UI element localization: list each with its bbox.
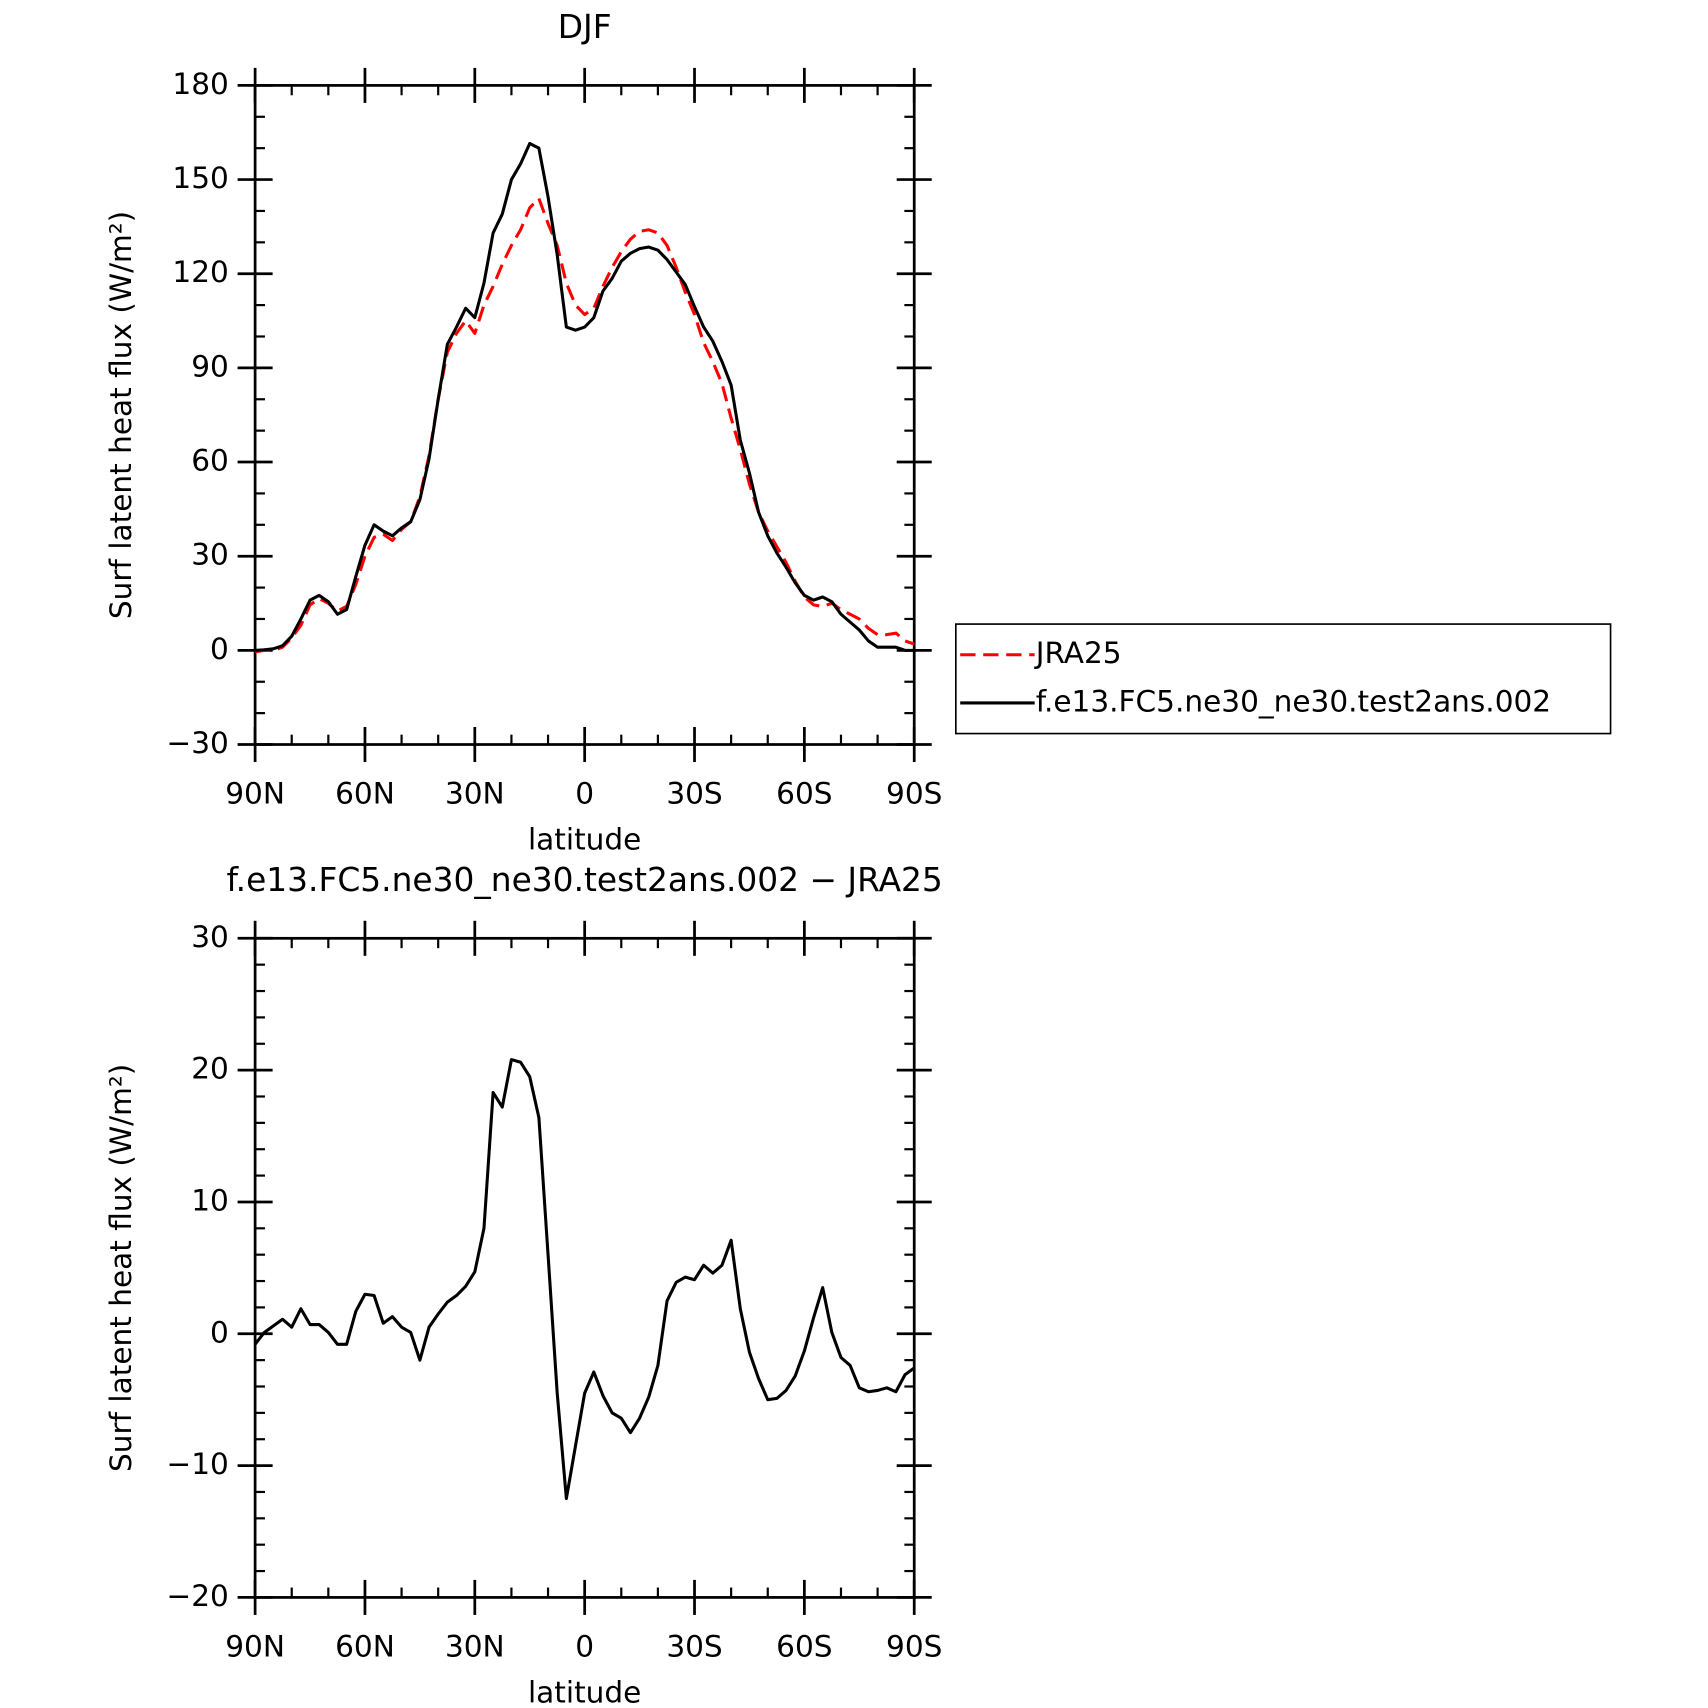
y-tick-label: 20 bbox=[191, 1052, 229, 1086]
plot-frame bbox=[253, 936, 916, 1599]
x-tick-label: 90N bbox=[225, 776, 285, 810]
x-tick-label: 60N bbox=[335, 776, 395, 810]
y-tick-label: 60 bbox=[191, 444, 229, 478]
x-tick-label: 60S bbox=[776, 776, 832, 810]
plot-frame bbox=[253, 84, 916, 746]
y-tick-label: −20 bbox=[166, 1579, 228, 1613]
legend-label: JRA25 bbox=[1034, 636, 1122, 670]
y-tick-label: 0 bbox=[210, 632, 229, 666]
x-tick-label: 60S bbox=[776, 1629, 832, 1663]
y-tick-label: 150 bbox=[172, 161, 228, 195]
legend-box bbox=[955, 623, 1612, 735]
x-tick-label: 30S bbox=[666, 776, 722, 810]
y-tick-label: 30 bbox=[191, 538, 229, 572]
y-tick-label: 30 bbox=[191, 920, 229, 954]
x-tick-label: 30N bbox=[445, 1629, 505, 1663]
x-tick-label: 90N bbox=[225, 1629, 285, 1663]
x-tick-label: 0 bbox=[575, 1629, 594, 1663]
data-line bbox=[255, 141, 915, 652]
y-tick-label: 180 bbox=[172, 67, 228, 101]
data-line bbox=[254, 196, 915, 654]
legend-label: f.e13.FC5.ne30_ne30.test2ans.002 bbox=[1036, 684, 1551, 718]
y-tick-label: −30 bbox=[166, 726, 228, 760]
y-tick-label: 120 bbox=[172, 255, 228, 289]
x-axis-label: latitude bbox=[528, 1675, 641, 1708]
y-axis-label: Surf latent heat flux (W/m²) bbox=[104, 211, 138, 619]
x-tick-label: 60N bbox=[335, 1629, 395, 1663]
y-tick-label: 10 bbox=[191, 1183, 229, 1217]
x-tick-label: 90S bbox=[886, 776, 942, 810]
x-tick-label: 30S bbox=[666, 1629, 722, 1663]
chart-title: DJF bbox=[558, 8, 612, 46]
y-axis-label: Surf latent heat flux (W/m²) bbox=[104, 1064, 138, 1472]
y-tick-label: 0 bbox=[210, 1315, 229, 1349]
x-axis-label: latitude bbox=[528, 822, 641, 856]
x-tick-label: 90S bbox=[886, 1629, 942, 1663]
x-tick-label: 0 bbox=[575, 776, 594, 810]
data-line bbox=[253, 1058, 916, 1501]
y-tick-label: 90 bbox=[191, 349, 229, 383]
x-tick-label: 30N bbox=[445, 776, 505, 810]
chart-title: f.e13.FC5.ne30_ne30.test2ans.002 − JRA25 bbox=[226, 861, 942, 899]
y-tick-label: −10 bbox=[166, 1447, 228, 1481]
